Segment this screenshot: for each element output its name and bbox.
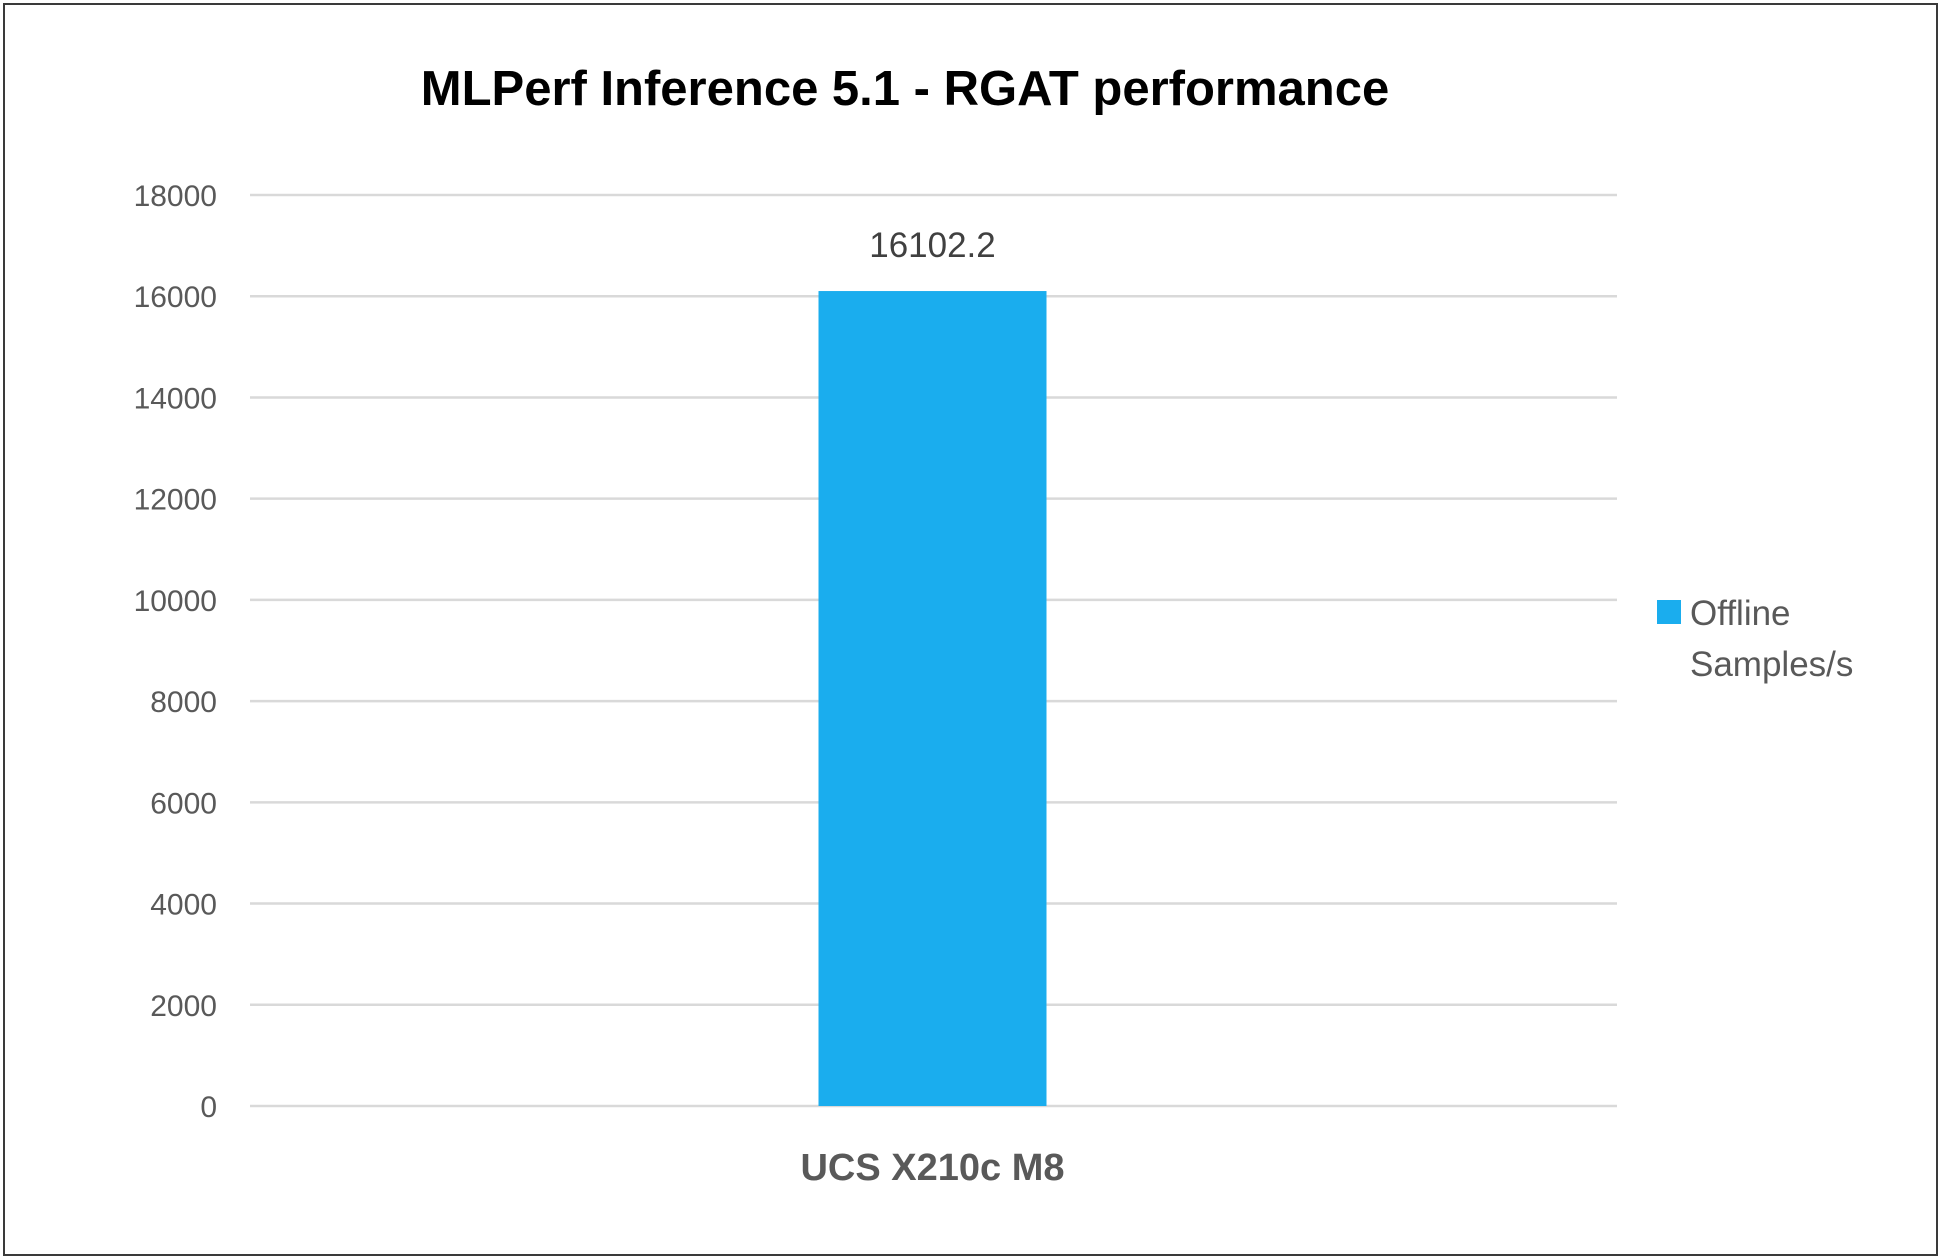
y-axis-tick-labels: 0 2000 4000 6000 8000 10000 12000 14000 16000 180… — [134, 180, 217, 1124]
bar — [818, 291, 1047, 1106]
y-tick-label: 18000 — [134, 180, 217, 213]
y-tick-label: 12000 — [134, 484, 217, 517]
bar-value-label: 16102.2 — [869, 226, 996, 265]
y-tick-label: 0 — [200, 1091, 217, 1124]
y-tick-label: 16000 — [134, 281, 217, 314]
y-tick-label: 4000 — [150, 889, 217, 922]
chart-title: MLPerf Inference 5.1 - RGAT performance — [421, 62, 1389, 116]
x-category-label: UCS X210c M8 — [800, 1147, 1064, 1189]
y-tick-label: 6000 — [150, 787, 217, 820]
y-tick-label: 10000 — [134, 585, 217, 618]
legend-label-line-2: Samples/s — [1690, 645, 1853, 684]
y-tick-label: 14000 — [134, 382, 217, 415]
legend-swatch — [1657, 600, 1681, 624]
data-labels: 16102.2 — [869, 226, 996, 265]
y-tick-label: 2000 — [150, 990, 217, 1023]
y-tick-label: 8000 — [150, 686, 217, 719]
legend: Offline Samples/s — [1657, 594, 1853, 684]
legend-label-line-1: Offline — [1690, 594, 1791, 633]
bars — [818, 291, 1047, 1106]
x-axis-category-labels: UCS X210c M8 — [800, 1147, 1064, 1189]
